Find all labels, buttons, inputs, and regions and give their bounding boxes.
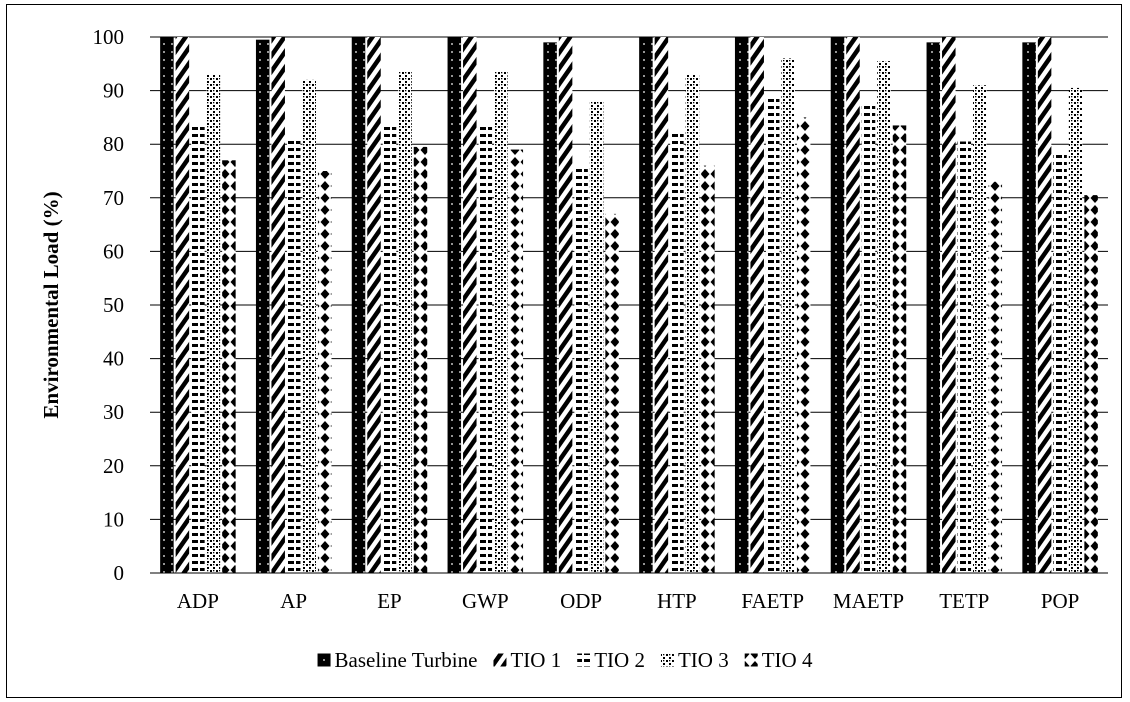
bar-htp-series-5 (701, 165, 715, 573)
bar-tetp-series-3 (957, 141, 972, 573)
bar-gwp-series-2 (463, 37, 477, 573)
bar-adp-series-2 (175, 37, 190, 573)
bar-odp-series-1 (543, 42, 557, 574)
x-category-label: ADP (177, 589, 219, 613)
legend-swatch (744, 653, 758, 667)
bar-maetp-series-5 (892, 125, 907, 573)
y-tick-label: 60 (103, 239, 124, 263)
y-tick-label: 90 (103, 79, 124, 103)
bar-pop-series-4 (1068, 87, 1083, 574)
bar-gwp-series-1 (447, 37, 462, 573)
bar-faetp-series-2 (750, 37, 764, 573)
bar-tetp-series-5 (988, 181, 1003, 573)
x-category-label: GWP (462, 589, 509, 613)
bar-faetp-series-3 (765, 95, 780, 574)
legend-label: TIO 4 (762, 648, 813, 672)
x-category-label: FAETP (741, 589, 804, 613)
y-tick-labels: 0 10 20 30 40 50 60 70 80 90 100 (93, 25, 125, 585)
bar-odp-series-4 (589, 101, 604, 573)
x-category-label: MAETP (833, 589, 904, 613)
bar-tetp-series-4 (973, 85, 987, 574)
bar-ap-series-3 (286, 138, 301, 573)
bar-gwp-series-3 (478, 125, 493, 573)
bar-pop-series-5 (1084, 195, 1098, 573)
bar-odp-series-2 (558, 37, 573, 573)
x-category-label: EP (377, 589, 402, 613)
bar-pop-series-3 (1053, 154, 1067, 574)
bar-faetp-series-1 (734, 37, 749, 573)
x-category-label: POP (1041, 589, 1080, 613)
x-category-label: ODP (560, 589, 602, 613)
bar-maetp-series-3 (861, 104, 876, 573)
legend-label: TIO 1 (510, 648, 561, 672)
y-tick-label: 50 (103, 293, 124, 317)
legend-swatch (317, 653, 331, 667)
bar-adp-series-3 (191, 125, 205, 573)
bar-odp-series-5 (605, 213, 619, 573)
bar-odp-series-3 (574, 165, 588, 573)
bar-maetp-series-1 (830, 37, 845, 573)
legend-swatch (493, 653, 507, 667)
y-axis-label: Environmental Load (%) (39, 191, 63, 418)
y-tick-label: 10 (103, 507, 124, 531)
bar-adp-series-1 (160, 37, 174, 573)
y-tick-label: 80 (103, 132, 124, 156)
bar-ep-series-5 (413, 146, 428, 573)
bar-htp-series-2 (654, 37, 669, 573)
x-category-label: TETP (939, 589, 989, 613)
bar-ap-series-4 (302, 79, 316, 573)
y-tick-label: 0 (114, 561, 125, 585)
bar-ap-series-2 (271, 37, 285, 573)
bar-tetp-series-1 (926, 42, 941, 574)
bar-ap-series-1 (255, 39, 270, 574)
bar-htp-series-1 (639, 37, 653, 573)
bar-maetp-series-4 (877, 61, 891, 574)
bars (160, 37, 1098, 574)
y-tick-label: 70 (103, 186, 124, 210)
legend-label: Baseline Turbine (335, 648, 478, 672)
legend-swatch (577, 653, 591, 667)
x-category-label: HTP (657, 589, 697, 613)
y-tick-label: 30 (103, 400, 124, 424)
legend-swatch (660, 653, 674, 667)
bar-ep-series-3 (382, 125, 397, 573)
bar-htp-series-4 (685, 74, 700, 574)
bar-ep-series-1 (351, 37, 366, 573)
x-category-label: AP (280, 589, 307, 613)
bar-gwp-series-4 (494, 71, 508, 573)
y-tick-label: 20 (103, 454, 124, 478)
x-category-labels: ADP AP EP GWP ODP HTP FAETP MAETP TETP POP (177, 589, 1079, 613)
bar-faetp-series-5 (796, 117, 811, 574)
legend-label: TIO 2 (594, 648, 645, 672)
bar-gwp-series-5 (509, 149, 524, 573)
bar-maetp-series-2 (846, 37, 860, 573)
y-tick-label: 40 (103, 347, 124, 371)
legend: Baseline Turbine TIO 1 TIO 2 TIO 3 TIO 4 (317, 648, 813, 672)
bar-adp-series-4 (206, 74, 221, 574)
bar-htp-series-3 (670, 133, 684, 574)
legend-label: TIO 3 (678, 648, 729, 672)
bar-faetp-series-4 (781, 58, 795, 573)
bar-ep-series-2 (367, 37, 381, 573)
bar-pop-series-2 (1037, 37, 1052, 573)
bar-adp-series-5 (222, 160, 236, 573)
bar-tetp-series-2 (942, 37, 956, 573)
bar-ep-series-4 (398, 71, 412, 573)
bar-ap-series-5 (317, 171, 332, 573)
bar-pop-series-1 (1022, 42, 1036, 574)
y-tick-label: 100 (93, 25, 125, 49)
